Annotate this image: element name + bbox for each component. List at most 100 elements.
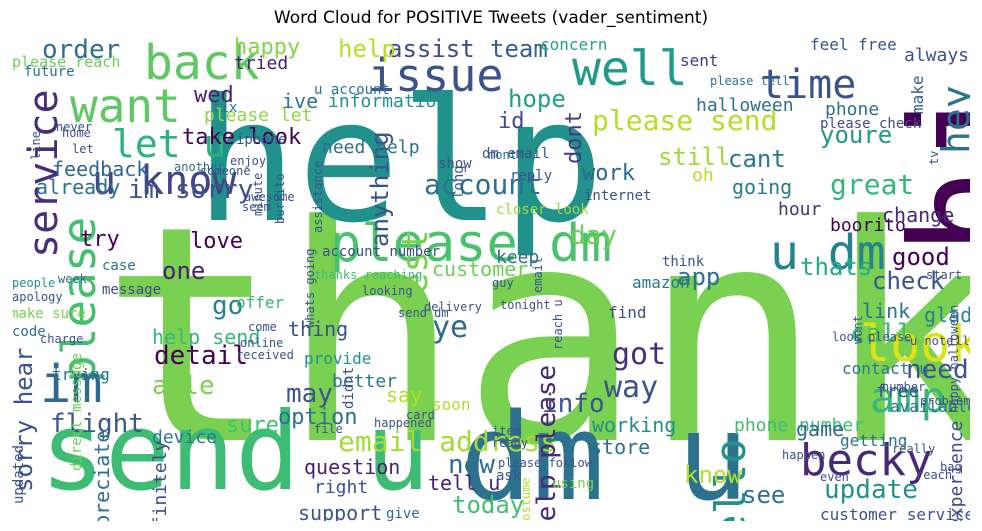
word-99: question — [304, 455, 401, 479]
word-191: wont — [851, 315, 865, 344]
word-179: happen — [782, 448, 826, 462]
chart-title: Word Cloud for POSITIVE Tweets (vader_se… — [273, 8, 709, 28]
word-186: look please — [832, 330, 912, 344]
word-50: still — [658, 143, 731, 171]
word-17: u dm — [770, 225, 886, 281]
word-175: file — [314, 422, 343, 436]
word-156: thanks reaching — [314, 268, 423, 282]
word-101: see — [742, 481, 786, 509]
word-141: line — [29, 131, 43, 160]
word-124: already — [36, 175, 121, 199]
word-107: appreciate — [90, 430, 114, 521]
word-1: help — [195, 63, 605, 261]
word-55: great — [830, 168, 915, 201]
word-48: youre — [820, 121, 893, 149]
word-16: hey — [934, 85, 970, 154]
word-91: device — [152, 427, 218, 448]
word-181: number — [882, 380, 926, 394]
word-142: never — [56, 120, 93, 134]
word-81: able — [152, 371, 215, 401]
word-27: team — [490, 37, 548, 63]
word-187: u note — [910, 334, 954, 348]
word-172: ask — [496, 468, 522, 484]
word-130: people — [12, 276, 56, 290]
word-110: available — [890, 397, 970, 416]
word-49: feedback — [52, 157, 149, 181]
word-74: link — [862, 299, 911, 323]
word-41: id — [498, 109, 525, 134]
word-169: please follow — [498, 456, 592, 470]
word-112: getting — [840, 431, 908, 450]
word-94: working — [592, 413, 677, 437]
word-146: another — [174, 160, 225, 174]
word-190: think — [662, 254, 705, 270]
word-6: issue — [368, 49, 504, 102]
word-54: going — [732, 175, 793, 199]
word-164: soon — [432, 395, 471, 414]
word-117: amazon — [632, 273, 690, 292]
word-22: email address — [338, 425, 558, 458]
word-75: glad — [924, 303, 970, 327]
word-69: app — [677, 263, 721, 291]
word-9: want — [70, 79, 181, 133]
word-0: thank — [100, 162, 970, 511]
word-25: order — [42, 37, 121, 65]
word-132: week — [58, 272, 87, 286]
word-19: amp — [870, 373, 946, 422]
word-178: charge — [40, 332, 84, 346]
word-39: information — [328, 91, 448, 112]
word-93: info — [542, 389, 605, 419]
word-44: make — [908, 75, 927, 114]
word-87: better — [332, 371, 398, 392]
word-123: direct message — [69, 352, 85, 471]
word-92: sure — [226, 413, 279, 438]
word-28: hope — [508, 85, 566, 113]
word-194: ill — [948, 334, 970, 348]
word-90: flight — [50, 409, 144, 439]
word-23: account — [424, 168, 543, 201]
word-176: come — [248, 320, 277, 334]
word-134: internet — [584, 188, 652, 204]
word-102: right — [314, 477, 369, 498]
word-18: look — [860, 315, 970, 373]
word-106: customer service — [820, 505, 970, 522]
word-138: u account — [314, 82, 390, 98]
word-21: becky — [800, 435, 933, 486]
word-60: oh — [692, 165, 714, 186]
word-73: go — [212, 291, 244, 321]
word-136: fix — [212, 100, 238, 116]
word-144: month — [488, 148, 525, 162]
word-7: well — [572, 41, 688, 97]
word-52: im sorry — [128, 175, 254, 205]
word-167: item — [492, 424, 521, 438]
word-166: card — [406, 408, 435, 422]
word-126: code — [12, 324, 46, 340]
word-127: offer — [236, 293, 285, 312]
word-53: work — [582, 161, 635, 186]
word-85: need — [906, 355, 969, 385]
word-88: free — [876, 381, 920, 402]
word-5: please dm — [330, 214, 612, 274]
word-70: check — [872, 267, 945, 295]
word-180: even — [820, 470, 849, 484]
word-168: ready — [492, 436, 529, 450]
word-183: problem — [920, 394, 970, 408]
word-177: received — [236, 348, 294, 362]
word-65: thats — [800, 253, 873, 281]
word-120: keep — [496, 247, 540, 268]
word-143: let — [72, 142, 94, 156]
word-47: dont — [562, 111, 587, 164]
word-162: delivery — [424, 300, 482, 314]
word-121: account number — [322, 244, 441, 260]
word-11: let u — [112, 122, 227, 166]
word-10: u know — [92, 158, 237, 204]
word-89: option — [278, 405, 358, 430]
word-2: send u — [40, 390, 431, 515]
word-63: love — [190, 229, 243, 254]
word-163: didnt — [341, 366, 357, 409]
word-36: sent — [680, 51, 719, 70]
word-40: please let — [204, 105, 313, 126]
word-78: thing — [288, 317, 349, 341]
word-125: make sure — [12, 306, 86, 322]
word-131: apology — [12, 290, 63, 304]
